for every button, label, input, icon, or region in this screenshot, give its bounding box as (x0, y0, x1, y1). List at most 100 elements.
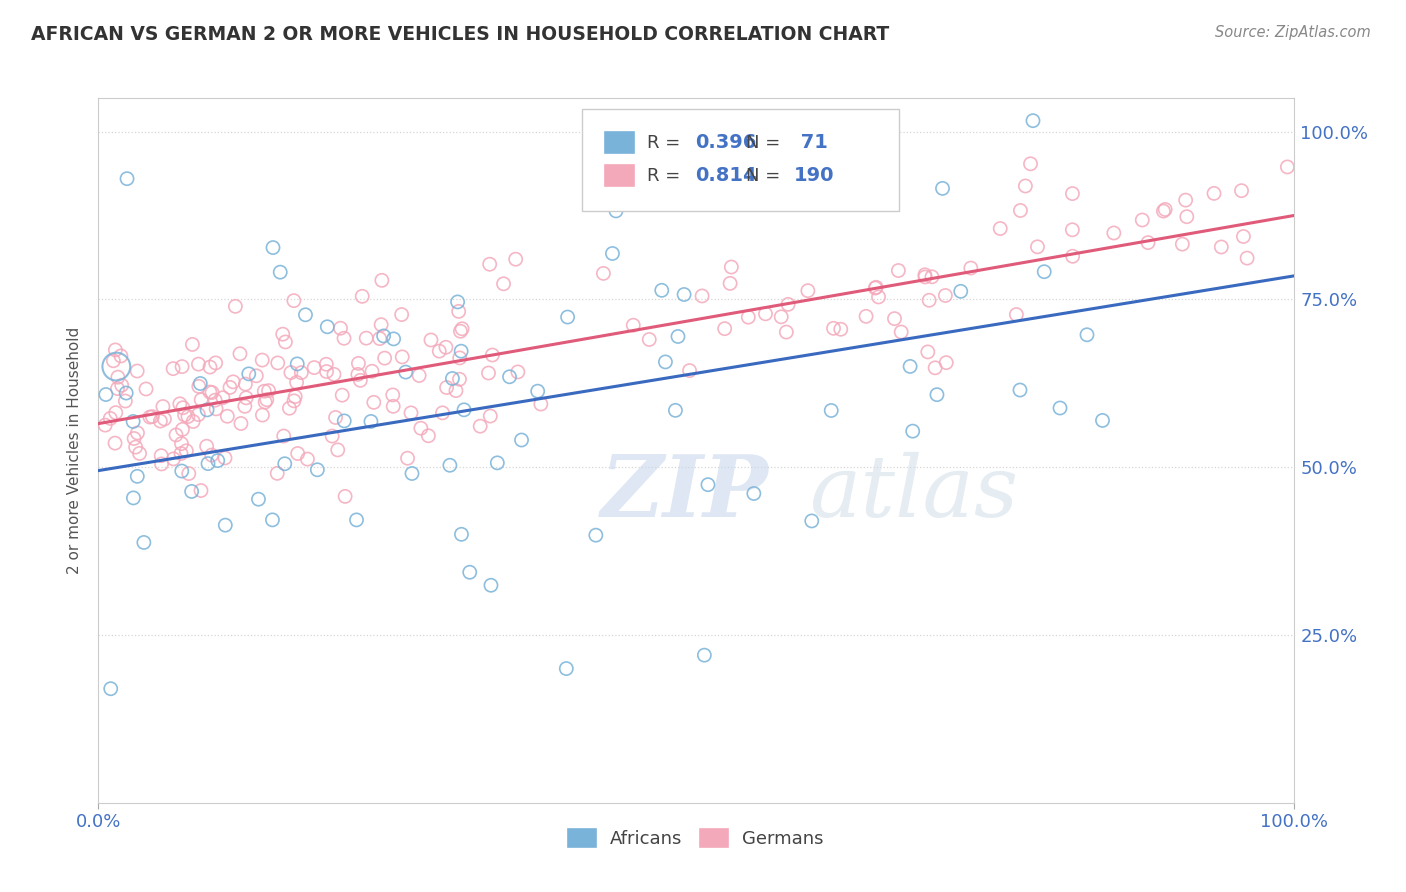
Point (1174, 193, 1197, 207)
Point (526, 384, 548, 399)
Point (141, 409, 163, 424)
Point (1026, 240, 1049, 254)
Point (297, 452, 319, 467)
Point (427, 344, 450, 359)
Point (368, 332, 391, 346)
Point (778, 297, 800, 311)
Point (347, 368, 370, 382)
Point (855, 310, 877, 324)
Point (235, 377, 257, 392)
Point (666, 329, 689, 343)
Point (233, 399, 256, 413)
Point (693, 648, 716, 662)
Text: N =: N = (747, 134, 786, 152)
Point (181, 415, 204, 429)
Point (505, 252, 527, 267)
Text: 0.814: 0.814 (695, 166, 756, 186)
Point (654, 355, 676, 369)
Point (290, 366, 312, 380)
Point (1010, 203, 1032, 218)
Point (690, 289, 713, 303)
Point (481, 348, 503, 362)
Point (256, 392, 278, 407)
Point (887, 263, 910, 277)
Point (217, 409, 239, 424)
Point (1008, 383, 1031, 397)
Point (132, 535, 155, 549)
Point (408, 368, 430, 383)
Point (162, 451, 184, 466)
Point (224, 299, 246, 313)
Point (104, 343, 127, 357)
Point (135, 382, 157, 396)
Point (370, 318, 392, 332)
Point (315, 357, 337, 371)
Point (170, 446, 193, 460)
Point (214, 518, 236, 533)
Point (198, 360, 221, 375)
Text: AFRICAN VS GERMAN 2 OR MORE VEHICLES IN HOUSEHOLD CORRELATION CHART: AFRICAN VS GERMAN 2 OR MORE VEHICLES IN … (31, 25, 889, 44)
Point (285, 376, 308, 390)
Point (1062, 223, 1084, 237)
Point (188, 376, 211, 391)
Point (506, 365, 529, 379)
Point (104, 436, 127, 450)
Point (678, 363, 700, 377)
Point (284, 390, 307, 404)
Point (959, 261, 981, 276)
Point (172, 401, 194, 415)
Point (187, 408, 209, 422)
Point (592, 266, 614, 280)
Point (207, 453, 229, 467)
Point (444, 384, 467, 398)
Point (921, 269, 943, 284)
Point (1232, 229, 1254, 244)
Point (124, 440, 146, 454)
Point (713, 321, 735, 335)
Point (418, 429, 440, 443)
Point (173, 408, 195, 422)
Point (127, 425, 149, 440)
Point (283, 393, 305, 408)
Point (361, 364, 384, 378)
Point (420, 333, 443, 347)
Point (585, 528, 607, 542)
Point (917, 345, 939, 359)
Point (333, 331, 356, 345)
Point (150, 449, 173, 463)
Point (122, 415, 145, 429)
Point (865, 280, 887, 294)
Point (1277, 160, 1299, 174)
Point (436, 380, 458, 394)
FancyBboxPatch shape (605, 165, 634, 186)
Point (434, 340, 457, 354)
Point (107, 382, 129, 396)
Point (770, 310, 793, 324)
Point (204, 356, 226, 370)
Point (1137, 235, 1160, 250)
Point (399, 406, 422, 420)
Point (754, 307, 776, 321)
Point (274, 457, 297, 471)
Point (602, 246, 624, 260)
Point (321, 429, 343, 443)
Point (122, 491, 145, 505)
Point (439, 458, 461, 473)
Point (326, 442, 349, 457)
Point (797, 284, 820, 298)
Point (890, 325, 912, 339)
Point (94, 387, 117, 401)
Point (257, 384, 280, 398)
Point (278, 401, 301, 416)
Point (395, 365, 418, 379)
Text: N =: N = (747, 167, 786, 185)
Point (1211, 240, 1233, 254)
Point (451, 322, 474, 336)
Point (371, 273, 394, 287)
Point (197, 457, 219, 471)
Point (1202, 186, 1225, 201)
Point (330, 388, 353, 402)
Point (267, 356, 290, 370)
Point (254, 395, 277, 409)
Point (1033, 265, 1056, 279)
